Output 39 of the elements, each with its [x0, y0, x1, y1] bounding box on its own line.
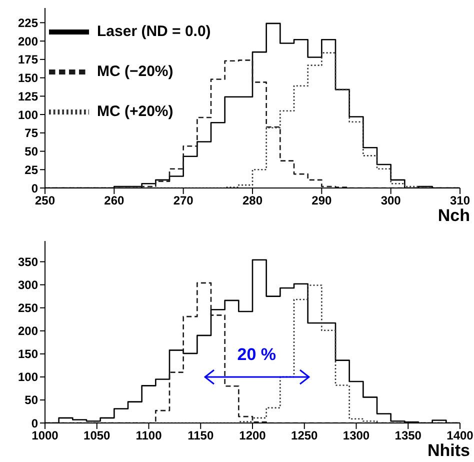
- x-tick-label: 1000: [32, 428, 59, 443]
- x-tick-label: 1400: [446, 428, 474, 443]
- y-tick-label: 125: [18, 89, 38, 104]
- y-tick-label: 200: [18, 324, 38, 338]
- y-tick-label: 250: [18, 301, 38, 316]
- y-tick-label: 0: [31, 416, 38, 430]
- x-tick-label: 280: [242, 194, 263, 208]
- x-tick-label: 1050: [84, 428, 111, 443]
- x-tick-label: 270: [173, 194, 194, 208]
- legend-label: Laser (ND = 0.0): [97, 22, 211, 40]
- x-tick-label: 310: [450, 194, 470, 208]
- x-tick-label: 1200: [239, 428, 266, 443]
- x-tick-label: 300: [380, 194, 402, 208]
- y-tick-label: 0: [31, 181, 38, 196]
- x-tick-label: 1300: [342, 428, 370, 443]
- legend-label: MC (+20%): [97, 102, 174, 120]
- y-tick-label: 50: [24, 144, 38, 159]
- y-tick-label: 150: [18, 71, 38, 86]
- y-tick-label: 225: [18, 16, 38, 30]
- y-tick-label: 300: [18, 278, 38, 292]
- legend-label: MC (−20%): [97, 62, 174, 80]
- x-tick-label: 1250: [291, 428, 318, 443]
- y-tick-label: 200: [18, 34, 38, 48]
- x-axis-title: Nhits: [428, 441, 470, 461]
- y-tick-label: 350: [18, 254, 38, 269]
- y-tick-label: 100: [18, 108, 38, 122]
- x-tick-label: 1350: [394, 428, 422, 443]
- x-tick-label: 290: [312, 194, 332, 208]
- x-tick-label: 1150: [188, 428, 214, 443]
- x-axis-title: Nch: [438, 206, 470, 226]
- x-tick-label: 260: [104, 194, 124, 208]
- y-tick-label: 75: [24, 126, 38, 140]
- y-tick-label: 50: [24, 393, 38, 408]
- y-tick-label: 25: [24, 162, 38, 177]
- y-tick-label: 150: [18, 347, 38, 362]
- annotation: 20 %: [236, 344, 278, 365]
- x-tick-label: 1100: [136, 428, 162, 443]
- y-tick-label: 175: [18, 52, 38, 67]
- y-tick-label: 100: [18, 370, 38, 384]
